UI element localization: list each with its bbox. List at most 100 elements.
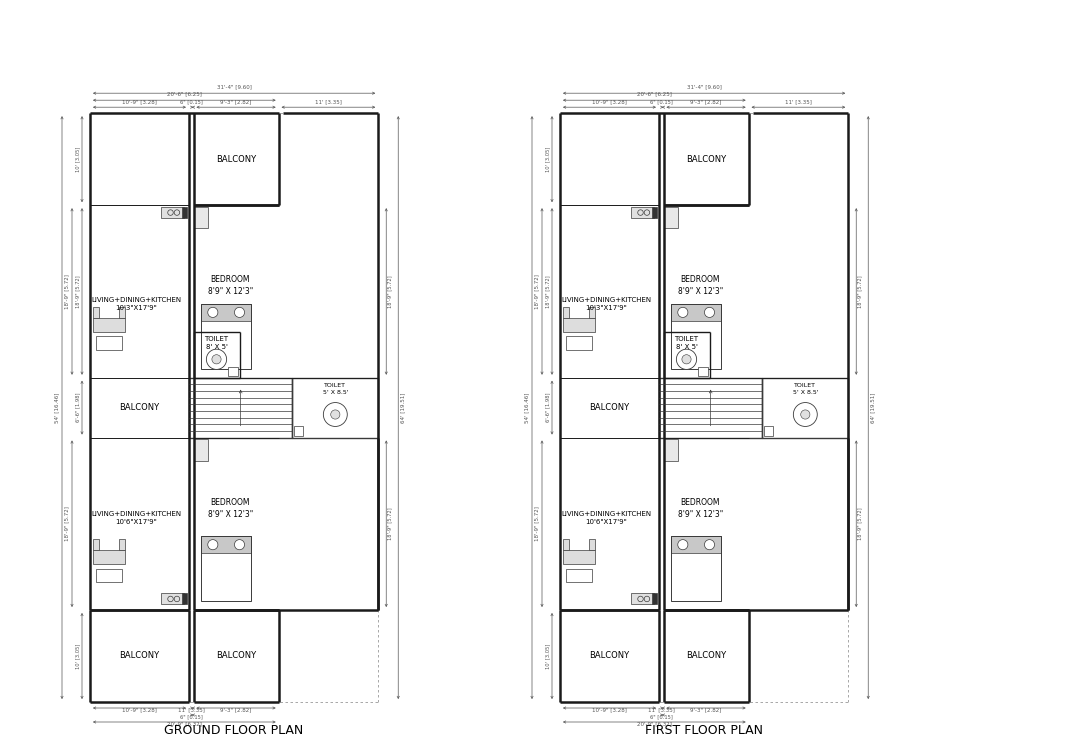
Bar	[189, 377, 293, 437]
Circle shape	[682, 354, 691, 364]
Text: 20'-9" [6.32]: 20'-9" [6.32]	[637, 721, 671, 726]
Text: FIRST FLOOR PLAN: FIRST FLOOR PLAN	[645, 724, 763, 736]
Text: 10'-9" [3.28]: 10'-9" [3.28]	[122, 707, 157, 712]
Bar	[119, 539, 125, 551]
Text: 10'-9" [3.28]: 10'-9" [3.28]	[122, 99, 157, 104]
Text: LIVING+DINING+KITCHEN
10'6"X17'9": LIVING+DINING+KITCHEN 10'6"X17'9"	[91, 511, 181, 525]
Bar	[698, 366, 708, 376]
Bar	[671, 304, 722, 369]
Text: 10' [3.05]: 10' [3.05]	[76, 147, 80, 172]
Bar	[182, 207, 187, 218]
Text: 31'-4" [9.60]: 31'-4" [9.60]	[217, 84, 251, 90]
Text: 18'-9" [5.72]: 18'-9" [5.72]	[545, 275, 551, 308]
Circle shape	[234, 307, 245, 317]
Text: 18'-9" [5.72]: 18'-9" [5.72]	[857, 275, 863, 308]
Bar	[562, 539, 569, 551]
Bar	[229, 366, 237, 376]
Circle shape	[704, 539, 714, 550]
Bar	[659, 377, 762, 437]
Circle shape	[801, 410, 810, 419]
Bar	[119, 307, 125, 318]
Text: 10'-9" [3.28]: 10'-9" [3.28]	[592, 707, 626, 712]
Text: BALCONY: BALCONY	[686, 155, 726, 164]
Text: BALCONY: BALCONY	[589, 651, 630, 661]
Bar	[201, 536, 251, 601]
Text: BEDROOM
8'9" X 12'3": BEDROOM 8'9" X 12'3"	[207, 499, 253, 519]
Text: 6" [0.15]: 6" [0.15]	[650, 714, 672, 719]
Text: 18'-9" [5.72]: 18'-9" [5.72]	[388, 508, 392, 540]
Text: 11' [3.35]: 11' [3.35]	[315, 99, 342, 104]
Bar	[93, 551, 125, 564]
Text: 20'-6" [6.25]: 20'-6" [6.25]	[637, 91, 671, 96]
Text: 64' [19.51]: 64' [19.51]	[401, 392, 406, 423]
Bar	[632, 593, 654, 605]
Text: 10'-9" [3.28]: 10'-9" [3.28]	[592, 99, 626, 104]
Text: 6" [0.15]: 6" [0.15]	[180, 714, 202, 719]
Bar	[671, 536, 722, 601]
Text: 6'-6" [1.98]: 6'-6" [1.98]	[545, 393, 551, 423]
Bar	[195, 207, 208, 228]
Circle shape	[704, 307, 714, 317]
Bar	[562, 551, 595, 564]
Text: 10' [3.05]: 10' [3.05]	[545, 147, 551, 172]
Text: 11' [3.35]: 11' [3.35]	[177, 707, 204, 712]
Text: 18'-9" [5.72]: 18'-9" [5.72]	[76, 275, 80, 308]
Bar	[161, 207, 184, 218]
Text: TOILET
8' X 5': TOILET 8' X 5'	[675, 336, 698, 350]
Text: 9'-3" [2.82]: 9'-3" [2.82]	[220, 99, 251, 104]
Bar	[762, 377, 848, 437]
Text: 54' [16.46]: 54' [16.46]	[55, 392, 60, 423]
Text: BALCONY: BALCONY	[216, 651, 257, 661]
Text: 9'-3" [2.82]: 9'-3" [2.82]	[691, 707, 722, 712]
Circle shape	[206, 349, 227, 369]
Circle shape	[793, 403, 818, 426]
Bar	[93, 307, 99, 318]
Text: LIVING+DINING+KITCHEN
10'6"X17'9": LIVING+DINING+KITCHEN 10'6"X17'9"	[561, 511, 651, 525]
Bar	[665, 207, 678, 228]
Bar	[93, 539, 99, 551]
Bar	[95, 336, 122, 350]
Text: BALCONY: BALCONY	[589, 403, 630, 412]
Bar	[293, 377, 378, 437]
Bar	[562, 318, 595, 332]
Text: 9'-3" [2.82]: 9'-3" [2.82]	[691, 99, 722, 104]
Text: 10' [3.05]: 10' [3.05]	[76, 643, 80, 669]
Text: BEDROOM
8'9" X 12'3": BEDROOM 8'9" X 12'3"	[207, 275, 253, 296]
Text: 64' [19.51]: 64' [19.51]	[871, 392, 876, 423]
Text: 20'-9" [6.32]: 20'-9" [6.32]	[167, 721, 202, 726]
Circle shape	[678, 539, 687, 550]
Text: TOILET
5' X 8.5': TOILET 5' X 8.5'	[792, 383, 818, 394]
Bar	[195, 440, 208, 460]
Bar	[589, 539, 595, 551]
Text: BEDROOM
8'9" X 12'3": BEDROOM 8'9" X 12'3"	[678, 275, 723, 296]
Bar	[201, 304, 251, 369]
Bar	[566, 568, 592, 582]
Circle shape	[677, 349, 697, 369]
Text: 18'-9" [5.72]: 18'-9" [5.72]	[534, 506, 540, 541]
Bar	[632, 207, 654, 218]
Text: 54' [16.46]: 54' [16.46]	[525, 392, 529, 423]
Text: LIVING+DINING+KITCHEN
10'3"X17'9": LIVING+DINING+KITCHEN 10'3"X17'9"	[91, 297, 181, 311]
Text: TOILET
5' X 8.5': TOILET 5' X 8.5'	[323, 383, 348, 394]
Bar	[93, 318, 125, 332]
Text: GROUND FLOOR PLAN: GROUND FLOOR PLAN	[165, 724, 304, 736]
Text: 18'-9" [5.72]: 18'-9" [5.72]	[64, 506, 69, 541]
Circle shape	[234, 539, 245, 550]
Bar	[651, 207, 657, 218]
Circle shape	[207, 539, 218, 550]
Text: 18'-9" [5.72]: 18'-9" [5.72]	[388, 275, 392, 308]
Circle shape	[323, 403, 347, 426]
Text: BALCONY: BALCONY	[120, 403, 159, 412]
Text: 20'-6" [6.25]: 20'-6" [6.25]	[167, 91, 202, 96]
Bar	[764, 426, 774, 436]
Bar	[665, 440, 678, 460]
Bar	[589, 307, 595, 318]
Circle shape	[330, 410, 340, 419]
Bar	[651, 593, 657, 605]
Bar	[201, 304, 251, 320]
Text: 18'-9" [5.72]: 18'-9" [5.72]	[64, 274, 69, 309]
Text: LIVING+DINING+KITCHEN
10'3"X17'9": LIVING+DINING+KITCHEN 10'3"X17'9"	[561, 297, 651, 311]
Text: 11' [3.35]: 11' [3.35]	[648, 707, 675, 712]
Circle shape	[212, 354, 221, 364]
Bar	[294, 426, 304, 436]
